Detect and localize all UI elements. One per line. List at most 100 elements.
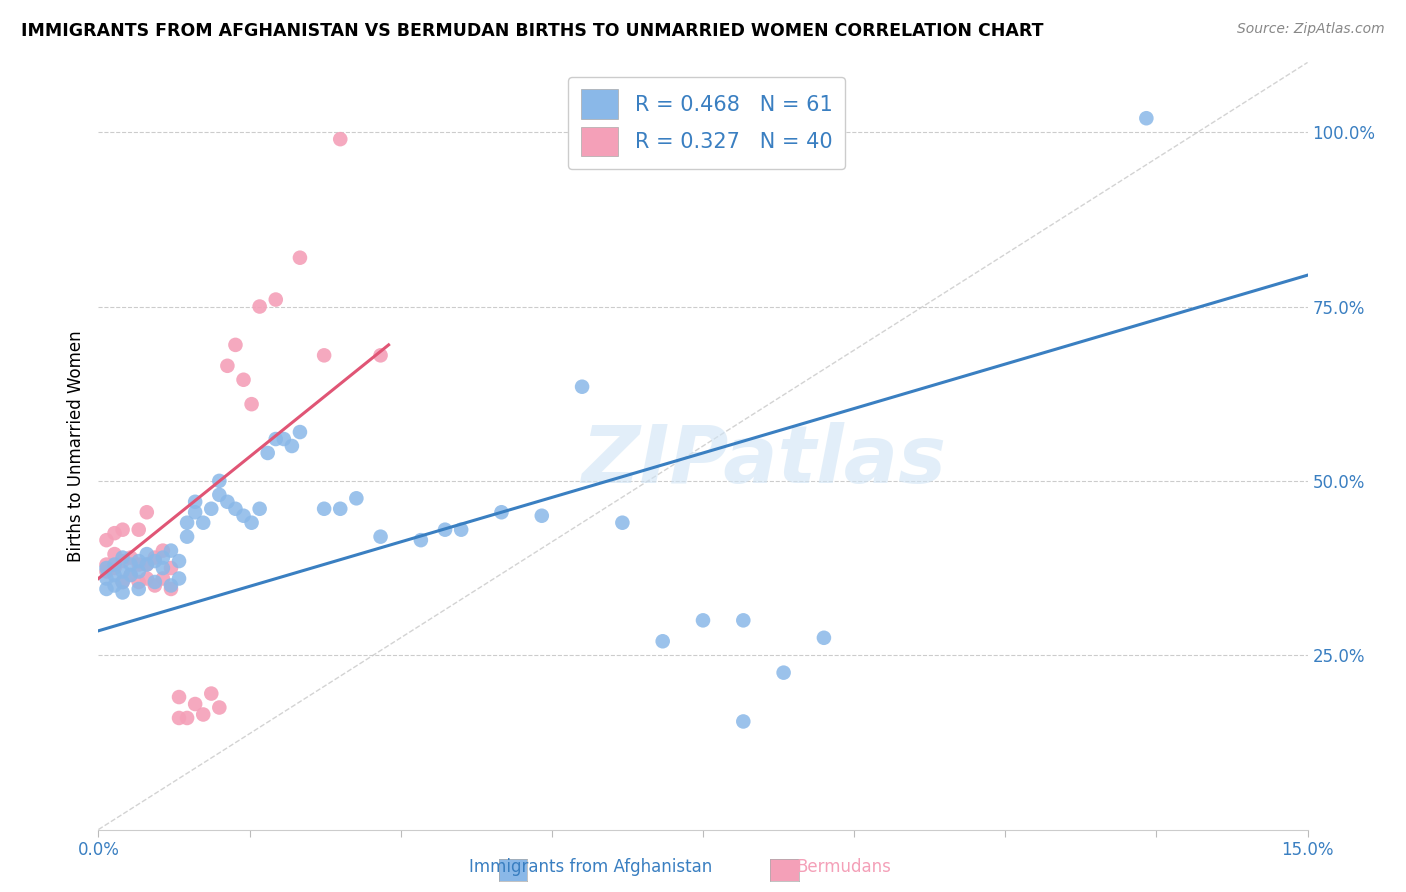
Point [772, 665, 794, 680]
Point [143, 578, 166, 592]
Point [152, 550, 174, 565]
Point [152, 543, 174, 558]
Point [314, 501, 336, 516]
Point [96, 561, 118, 575]
Point [152, 561, 174, 575]
Point [571, 380, 593, 394]
Text: IMMIGRANTS FROM AFGHANISTAN VS BERMUDAN BIRTHS TO UNMARRIED WOMEN CORRELATION CH: IMMIGRANTS FROM AFGHANISTAN VS BERMUDAN … [21, 22, 1043, 40]
Point [128, 574, 150, 589]
Point [232, 508, 254, 523]
Point [103, 561, 125, 575]
Point [128, 523, 150, 537]
Text: Immigrants from Afghanistan: Immigrants from Afghanistan [468, 858, 713, 876]
Y-axis label: Births to Unmarried Women: Births to Unmarried Women [66, 330, 84, 562]
Point [103, 526, 125, 541]
Point [249, 501, 271, 516]
Point [128, 582, 150, 596]
Point [103, 578, 125, 592]
Point [370, 348, 392, 362]
Point [96, 533, 118, 548]
Point [135, 558, 157, 572]
Point [120, 568, 142, 582]
Point [612, 516, 634, 530]
Legend: R = 0.468   N = 61, R = 0.327   N = 40: R = 0.468 N = 61, R = 0.327 N = 40 [568, 77, 845, 169]
Point [128, 565, 150, 579]
Point [193, 707, 215, 722]
Point [530, 508, 553, 523]
Point [135, 572, 157, 586]
Point [232, 373, 254, 387]
Point [651, 634, 673, 648]
Point [217, 495, 239, 509]
Point [193, 516, 215, 530]
Point [184, 505, 207, 519]
Point [152, 572, 174, 586]
Point [167, 711, 190, 725]
Point [176, 530, 198, 544]
Point [143, 554, 166, 568]
Point [208, 700, 231, 714]
Point [288, 425, 311, 439]
Point [314, 348, 336, 362]
Point [184, 495, 207, 509]
Point [120, 550, 142, 565]
Point [96, 558, 118, 572]
Point [208, 474, 231, 488]
Point [143, 574, 166, 589]
Point [111, 554, 134, 568]
Point [224, 501, 246, 516]
Point [111, 565, 134, 579]
Point [329, 132, 352, 146]
Point [103, 558, 125, 572]
Point [200, 687, 222, 701]
Point [167, 572, 190, 586]
Point [111, 585, 134, 599]
Point [224, 338, 246, 352]
Point [103, 568, 125, 582]
Point [96, 582, 118, 596]
Point [1135, 112, 1157, 126]
Point [103, 547, 125, 561]
Point [135, 547, 157, 561]
Point [128, 558, 150, 572]
Point [135, 505, 157, 519]
Text: ZIPatlas: ZIPatlas [581, 422, 946, 500]
Point [111, 574, 134, 589]
Point [111, 574, 134, 589]
Point [240, 516, 263, 530]
Point [184, 697, 207, 711]
Point [167, 554, 190, 568]
Point [329, 501, 352, 516]
Point [256, 446, 278, 460]
Point [160, 582, 183, 596]
Point [200, 501, 222, 516]
Point [249, 300, 271, 314]
Point [120, 558, 142, 572]
Point [120, 568, 142, 582]
Point [176, 711, 198, 725]
Point [160, 578, 183, 592]
Point [111, 523, 134, 537]
Point [240, 397, 263, 411]
Point [208, 488, 231, 502]
Point [111, 550, 134, 565]
Point [135, 558, 157, 572]
Point [160, 561, 183, 575]
Point [733, 714, 755, 729]
Point [344, 491, 367, 506]
Text: Bermudans: Bermudans [796, 858, 891, 876]
Point [96, 565, 118, 579]
Point [434, 523, 457, 537]
Point [491, 505, 513, 519]
Point [264, 432, 287, 446]
Point [143, 550, 166, 565]
Point [450, 523, 472, 537]
Point [409, 533, 432, 548]
Point [160, 543, 183, 558]
Point [288, 251, 311, 265]
Point [370, 530, 392, 544]
Point [128, 554, 150, 568]
Point [176, 516, 198, 530]
Point [692, 613, 714, 627]
Point [217, 359, 239, 373]
